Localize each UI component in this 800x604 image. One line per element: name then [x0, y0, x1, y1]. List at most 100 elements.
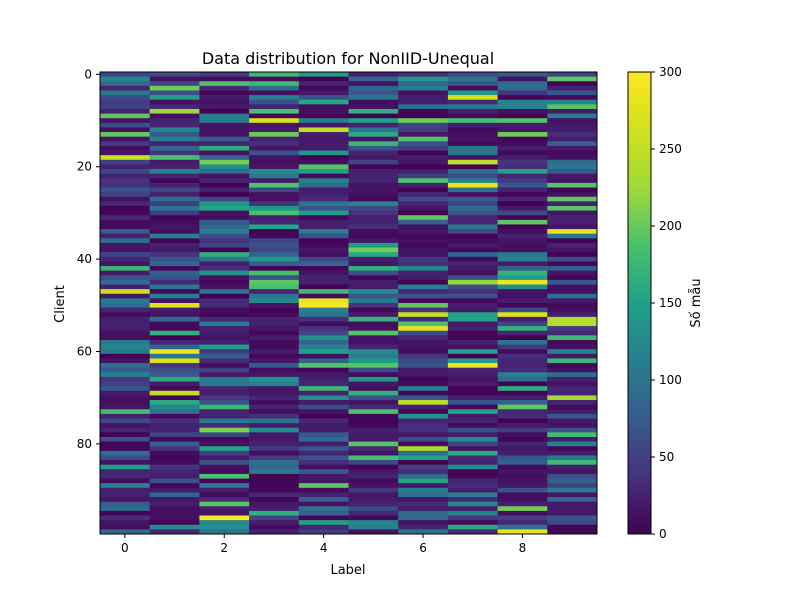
- heatmap-cell: [199, 455, 250, 461]
- heatmap-cell: [100, 520, 151, 526]
- heatmap-cell: [249, 372, 300, 378]
- heatmap-cell: [100, 464, 151, 470]
- heatmap-cell: [199, 229, 250, 235]
- heatmap-cell: [249, 284, 300, 290]
- heatmap-cell: [149, 270, 200, 276]
- heatmap-cell: [100, 363, 151, 369]
- heatmap-cell: [199, 104, 250, 110]
- heatmap-cell: [199, 136, 250, 142]
- heatmap-cell: [249, 469, 300, 475]
- heatmap-cell: [497, 409, 548, 415]
- heatmap-cell: [100, 247, 151, 253]
- heatmap-cell: [149, 450, 200, 456]
- heatmap-cell: [398, 275, 449, 281]
- heatmap-cell: [199, 127, 250, 133]
- heatmap-cell: [199, 349, 250, 355]
- heatmap-cell: [447, 487, 498, 493]
- heatmap-cell: [497, 303, 548, 309]
- heatmap-cell: [199, 312, 250, 318]
- heatmap-cell: [249, 233, 300, 239]
- heatmap-cell: [547, 145, 598, 151]
- heatmap-cell: [199, 339, 250, 345]
- heatmap-cell: [447, 289, 498, 295]
- heatmap-cell: [149, 293, 200, 299]
- heatmap-cell: [398, 289, 449, 295]
- heatmap-cell: [149, 136, 200, 142]
- heatmap-cell: [249, 173, 300, 179]
- heatmap-cell: [447, 155, 498, 161]
- heatmap-cell: [547, 256, 598, 262]
- heatmap-cell: [348, 95, 399, 101]
- heatmap-cell: [348, 289, 399, 295]
- heatmap-cell: [447, 279, 498, 285]
- heatmap-cell: [547, 242, 598, 248]
- heatmap-cell: [100, 72, 151, 78]
- heatmap-cell: [547, 353, 598, 359]
- heatmap-cell: [547, 150, 598, 156]
- heatmap-cell: [249, 164, 300, 170]
- heatmap-cell: [348, 409, 399, 415]
- y-axis-label: Client: [53, 285, 68, 323]
- heatmap-cell: [348, 145, 399, 151]
- heatmap-cell: [398, 446, 449, 452]
- heatmap-cell: [149, 159, 200, 165]
- heatmap-cell: [348, 446, 399, 452]
- heatmap-cell: [249, 441, 300, 447]
- heatmap-cell: [298, 196, 349, 202]
- heatmap-cell: [447, 349, 498, 355]
- heatmap-cell: [149, 266, 200, 272]
- chart-title: Data distribution for NonIID-Unequal: [202, 49, 494, 68]
- heatmap-cell: [100, 293, 151, 299]
- heatmap-cell: [348, 515, 399, 521]
- heatmap-cell: [398, 104, 449, 110]
- heatmap-cell: [398, 464, 449, 470]
- heatmap-cell: [100, 279, 151, 285]
- heatmap-cell: [348, 219, 399, 225]
- heatmap-cell: [249, 104, 300, 110]
- heatmap-cell: [447, 173, 498, 179]
- heatmap-cell: [149, 510, 200, 516]
- heatmap-cell: [497, 395, 548, 401]
- heatmap-cell: [547, 178, 598, 184]
- heatmap-cell: [447, 104, 498, 110]
- heatmap-cell: [547, 90, 598, 96]
- heatmap-cell: [547, 293, 598, 299]
- heatmap-cell: [547, 372, 598, 378]
- heatmap-cell: [348, 132, 399, 138]
- heatmap-cell: [149, 358, 200, 364]
- heatmap-cell: [547, 469, 598, 475]
- heatmap-cell: [447, 436, 498, 442]
- heatmap-cell: [497, 487, 548, 493]
- heatmap-cell: [398, 478, 449, 484]
- heatmap-cell: [249, 409, 300, 415]
- heatmap-cell: [497, 215, 548, 221]
- heatmap-cell: [298, 85, 349, 91]
- heatmap-cell: [547, 136, 598, 142]
- heatmap-cell: [547, 376, 598, 382]
- heatmap-cell: [199, 464, 250, 470]
- heatmap-cell: [249, 247, 300, 253]
- heatmap-cell: [100, 418, 151, 424]
- heatmap-cell: [100, 381, 151, 387]
- heatmap-cell: [447, 455, 498, 461]
- heatmap-cell: [100, 113, 151, 119]
- heatmap-cell: [398, 450, 449, 456]
- heatmap-cell: [100, 229, 151, 235]
- heatmap-cell: [398, 307, 449, 313]
- heatmap-cell: [100, 261, 151, 267]
- heatmap-cell: [298, 478, 349, 484]
- heatmap-cell: [497, 427, 548, 433]
- y-tick-label: 60: [77, 345, 92, 359]
- heatmap-cell: [398, 72, 449, 78]
- heatmap-cell: [199, 492, 250, 498]
- heatmap-cell: [398, 136, 449, 142]
- heatmap-cell: [149, 215, 200, 221]
- heatmap-cell: [398, 173, 449, 179]
- colorbar-tick-label: 0: [659, 527, 667, 541]
- heatmap-cell: [100, 196, 151, 202]
- heatmap-cell: [149, 127, 200, 133]
- heatmap-cell: [149, 210, 200, 216]
- heatmap-cell: [199, 367, 250, 373]
- heatmap-cell: [298, 210, 349, 216]
- heatmap-cell: [348, 196, 399, 202]
